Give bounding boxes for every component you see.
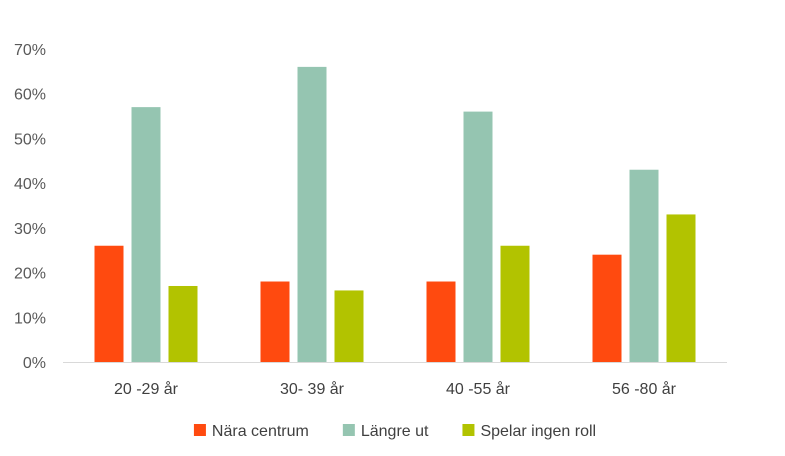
legend-label: Längre ut <box>361 423 429 440</box>
legend-swatch-1 <box>193 424 206 436</box>
bar-3-3 <box>500 245 530 362</box>
y-axis-ticks: 0% 10% 20% 30% 40% 50% 60% 70% <box>14 42 46 372</box>
y-tick-label: 60% <box>14 87 46 104</box>
bar-2-2 <box>297 66 327 362</box>
y-tick-label: 30% <box>14 221 46 238</box>
bar-2-4 <box>629 169 659 362</box>
x-category-label: 56 -80 år <box>612 380 677 398</box>
legend-label: Nära centrum <box>212 423 309 440</box>
bar-1-3 <box>426 281 456 362</box>
bar-3-2 <box>334 290 364 362</box>
legend-swatch-2 <box>342 424 355 436</box>
bar-3-1 <box>168 285 198 362</box>
bar-1-2 <box>260 281 290 362</box>
bar-2-3 <box>463 111 493 362</box>
legend-swatch-3 <box>462 424 475 436</box>
y-tick-label: 40% <box>14 176 46 193</box>
y-tick-label: 10% <box>14 310 46 327</box>
x-category-label: 20 -29 år <box>114 380 179 398</box>
bar-1-4 <box>592 254 622 362</box>
x-category-label: 40 -55 år <box>446 380 511 398</box>
x-category-label: 30- 39 år <box>280 380 345 398</box>
x-axis-labels: 20 -29 år 30- 39 år 40 -55 år 56 -80 år <box>114 380 677 398</box>
bar-2-1 <box>131 107 161 362</box>
bar-1-1 <box>94 245 124 362</box>
y-tick-label: 0% <box>23 355 46 372</box>
legend-label: Spelar ingen roll <box>480 423 596 440</box>
bars <box>94 66 696 362</box>
y-tick-label: 20% <box>14 266 46 283</box>
legend: Nära centrum Längre ut Spelar ingen roll <box>193 423 596 440</box>
y-tick-label: 70% <box>14 42 46 59</box>
bar-3-4 <box>666 214 696 362</box>
y-tick-label: 50% <box>14 131 46 148</box>
